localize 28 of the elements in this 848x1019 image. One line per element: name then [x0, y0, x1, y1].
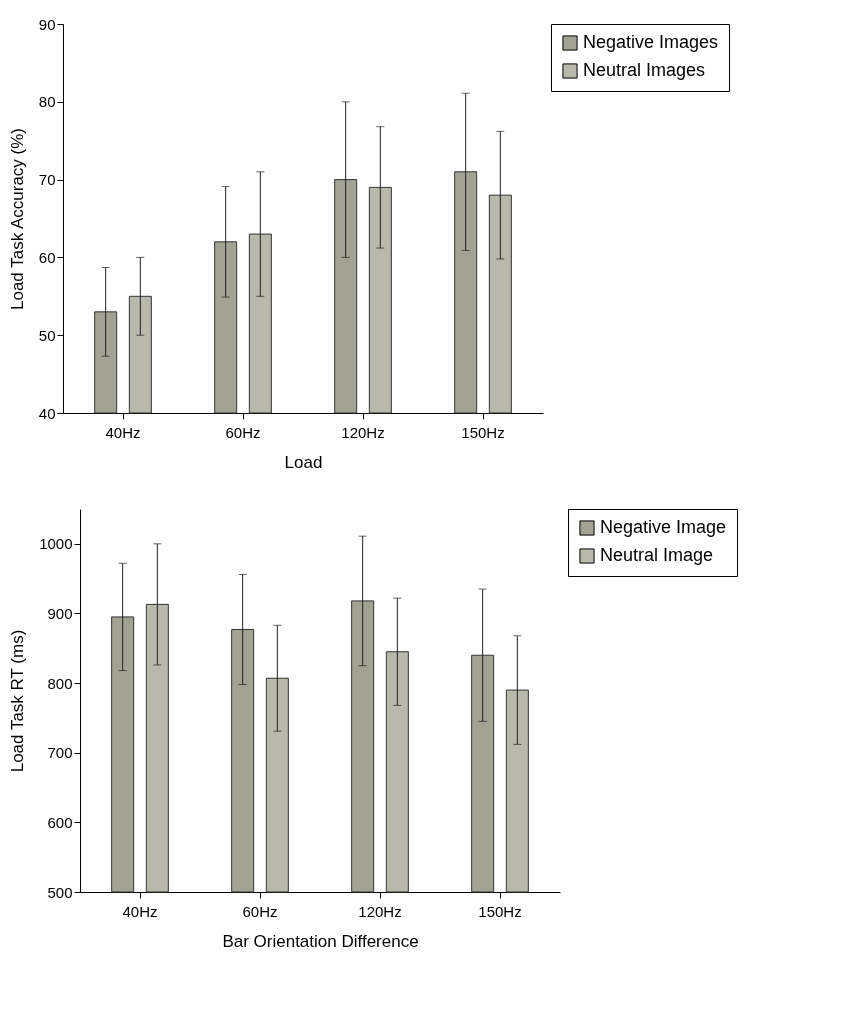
legend-label: Neutral Image [600, 545, 714, 565]
x-tick-label: 120Hz [358, 902, 402, 920]
y-tick-label: 90 [38, 15, 56, 33]
y-tick-label: 800 [47, 674, 73, 692]
y-tick-label: 500 [47, 883, 73, 901]
x-tick-label: 60Hz [225, 423, 261, 441]
y-tick-label: 900 [47, 604, 73, 622]
x-tick-label: 150Hz [461, 423, 505, 441]
y-tick-label: 60 [38, 248, 56, 266]
y-axis-title: Load Task RT (ms) [8, 629, 28, 773]
y-tick-label: 40 [38, 404, 56, 422]
x-tick-label: 150Hz [478, 902, 522, 920]
y-tick-label: 80 [38, 93, 56, 111]
x-tick-label: 60Hz [242, 902, 278, 920]
legend-label: Negative Image [600, 517, 727, 537]
y-tick-label: 600 [47, 813, 73, 831]
x-tick-label: 120Hz [341, 423, 385, 441]
x-tick-label: 40Hz [122, 902, 158, 920]
legend-label: Neutral Images [583, 60, 706, 80]
y-tick-label: 70 [38, 171, 56, 189]
y-tick-label: 1000 [39, 535, 73, 553]
x-axis-title: Load [284, 452, 323, 472]
y-tick-label: 50 [38, 326, 56, 344]
legend-label: Negative Images [583, 32, 719, 52]
x-tick-label: 40Hz [105, 423, 141, 441]
y-axis-title: Load Task Accuracy (%) [7, 127, 27, 311]
x-axis-title: Bar Orientation Difference [222, 931, 419, 951]
y-tick-label: 700 [47, 744, 73, 762]
